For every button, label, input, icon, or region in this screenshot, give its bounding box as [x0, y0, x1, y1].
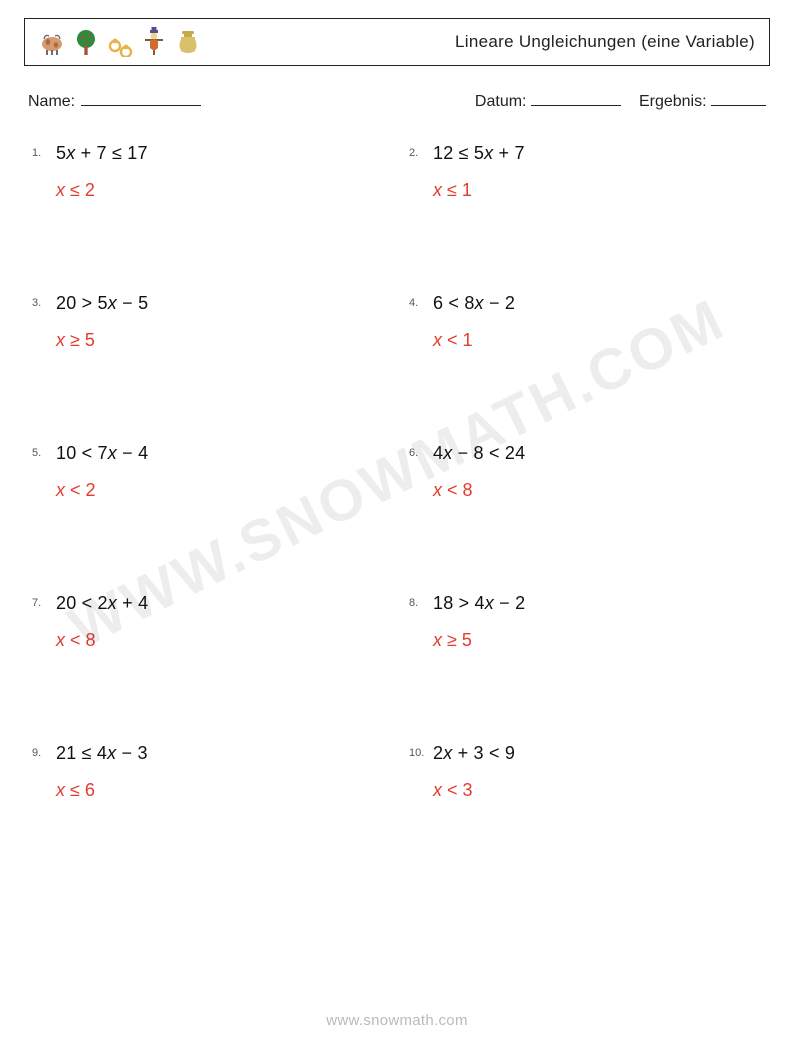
jug-icon	[175, 27, 201, 57]
problem-question: 20 < 2x + 4	[56, 593, 385, 614]
worksheet-title: Lineare Ungleichungen (eine Variable)	[455, 32, 755, 52]
footer-url: www.snowmath.com	[0, 1012, 794, 1029]
problem-answer: x < 8	[433, 480, 762, 501]
date-label: Datum:	[475, 93, 527, 110]
worksheet-page: Lineare Ungleichungen (eine Variable) Na…	[0, 0, 794, 1053]
problem-answer: x ≥ 5	[433, 630, 762, 651]
problem-body: 12 ≤ 5x + 7 x ≤ 1	[433, 143, 762, 201]
problem-answer: x ≤ 6	[56, 780, 385, 801]
problem-question: 4x − 8 < 24	[433, 443, 762, 464]
problem-item: 3.20 > 5x − 5 x ≥ 5	[32, 293, 385, 351]
problem-body: 18 > 4x − 2 x ≥ 5	[433, 593, 762, 651]
problem-question: 12 ≤ 5x + 7	[433, 143, 762, 164]
problem-number: 2.	[409, 143, 433, 201]
problem-body: 20 > 5x − 5 x ≥ 5	[56, 293, 385, 351]
problem-item: 4.6 < 8x − 2 x < 1	[409, 293, 762, 351]
problem-number: 10.	[409, 743, 433, 801]
problem-item: 8.18 > 4x − 2 x ≥ 5	[409, 593, 762, 651]
problem-question: 5x + 7 ≤ 17	[56, 143, 385, 164]
problem-question: 2x + 3 < 9	[433, 743, 762, 764]
problem-item: 1.5x + 7 ≤ 17 x ≤ 2	[32, 143, 385, 201]
problems-grid: 1.5x + 7 ≤ 17x ≤ 22.12 ≤ 5x + 7x ≤ 13.20…	[24, 143, 770, 801]
problem-number: 3.	[32, 293, 56, 351]
problem-question: 18 > 4x − 2	[433, 593, 762, 614]
scarecrow-icon	[141, 27, 167, 57]
problem-body: 21 ≤ 4x − 3 x ≤ 6	[56, 743, 385, 801]
problem-question: 6 < 8x − 2	[433, 293, 762, 314]
problem-question: 21 ≤ 4x − 3	[56, 743, 385, 764]
swirl-icon	[107, 27, 133, 57]
name-blank	[81, 92, 201, 106]
date-blank	[531, 92, 621, 106]
problem-item: 9.21 ≤ 4x − 3 x ≤ 6	[32, 743, 385, 801]
header-icons	[39, 27, 201, 57]
problem-body: 10 < 7x − 4 x < 2	[56, 443, 385, 501]
problem-answer: x < 3	[433, 780, 762, 801]
problem-body: 6 < 8x − 2 x < 1	[433, 293, 762, 351]
problem-number: 4.	[409, 293, 433, 351]
cow-icon	[39, 27, 65, 57]
problem-question: 10 < 7x − 4	[56, 443, 385, 464]
problem-body: 20 < 2x + 4 x < 8	[56, 593, 385, 651]
problem-answer: x ≤ 1	[433, 180, 762, 201]
date-field: Datum:	[475, 92, 621, 111]
problem-answer: x < 2	[56, 480, 385, 501]
name-label: Name:	[28, 93, 75, 111]
problem-number: 8.	[409, 593, 433, 651]
problem-question: 20 > 5x − 5	[56, 293, 385, 314]
problem-item: 6.4x − 8 < 24 x < 8	[409, 443, 762, 501]
problem-item: 7.20 < 2x + 4 x < 8	[32, 593, 385, 651]
problem-body: 2x + 3 < 9 x < 3	[433, 743, 762, 801]
problem-item: 10.2x + 3 < 9 x < 3	[409, 743, 762, 801]
problem-number: 1.	[32, 143, 56, 201]
problem-item: 2.12 ≤ 5x + 7 x ≤ 1	[409, 143, 762, 201]
fields-row: Name: Datum: Ergebnis:	[28, 92, 766, 111]
problem-number: 5.	[32, 443, 56, 501]
problem-answer: x ≤ 2	[56, 180, 385, 201]
problem-number: 9.	[32, 743, 56, 801]
header-box: Lineare Ungleichungen (eine Variable)	[24, 18, 770, 66]
name-field: Name:	[28, 92, 201, 111]
problem-number: 6.	[409, 443, 433, 501]
tree-icon	[73, 27, 99, 57]
problem-number: 7.	[32, 593, 56, 651]
problem-item: 5.10 < 7x − 4 x < 2	[32, 443, 385, 501]
result-blank	[711, 92, 766, 106]
problem-body: 4x − 8 < 24 x < 8	[433, 443, 762, 501]
problem-answer: x < 1	[433, 330, 762, 351]
problem-answer: x ≥ 5	[56, 330, 385, 351]
result-label: Ergebnis:	[639, 93, 707, 110]
result-field: Ergebnis:	[639, 92, 766, 111]
problem-answer: x < 8	[56, 630, 385, 651]
problem-body: 5x + 7 ≤ 17 x ≤ 2	[56, 143, 385, 201]
